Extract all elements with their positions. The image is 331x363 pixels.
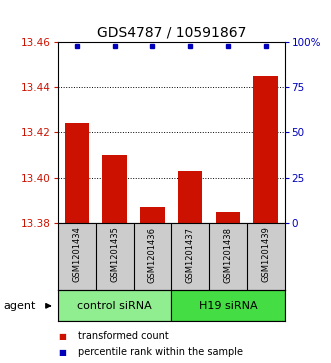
- Text: GSM1201439: GSM1201439: [261, 227, 270, 282]
- Text: ■: ■: [58, 348, 66, 357]
- Text: GSM1201437: GSM1201437: [186, 227, 195, 283]
- Text: GSM1201438: GSM1201438: [223, 227, 232, 283]
- Text: GSM1201434: GSM1201434: [72, 227, 81, 282]
- Bar: [58, 290, 171, 321]
- Bar: [140, 207, 165, 223]
- Bar: [216, 212, 240, 223]
- Bar: [65, 123, 89, 223]
- Bar: [102, 155, 127, 223]
- Text: H19 siRNA: H19 siRNA: [199, 301, 257, 311]
- Bar: [254, 76, 278, 223]
- Bar: [178, 171, 203, 223]
- Text: transformed count: transformed count: [78, 331, 168, 341]
- Text: GSM1201436: GSM1201436: [148, 227, 157, 283]
- Text: percentile rank within the sample: percentile rank within the sample: [78, 347, 243, 358]
- Text: GDS4787 / 10591867: GDS4787 / 10591867: [97, 26, 246, 40]
- Text: ■: ■: [58, 332, 66, 340]
- Text: control siRNA: control siRNA: [77, 301, 152, 311]
- Bar: [171, 290, 285, 321]
- Text: GSM1201435: GSM1201435: [110, 227, 119, 282]
- Text: agent: agent: [3, 301, 36, 311]
